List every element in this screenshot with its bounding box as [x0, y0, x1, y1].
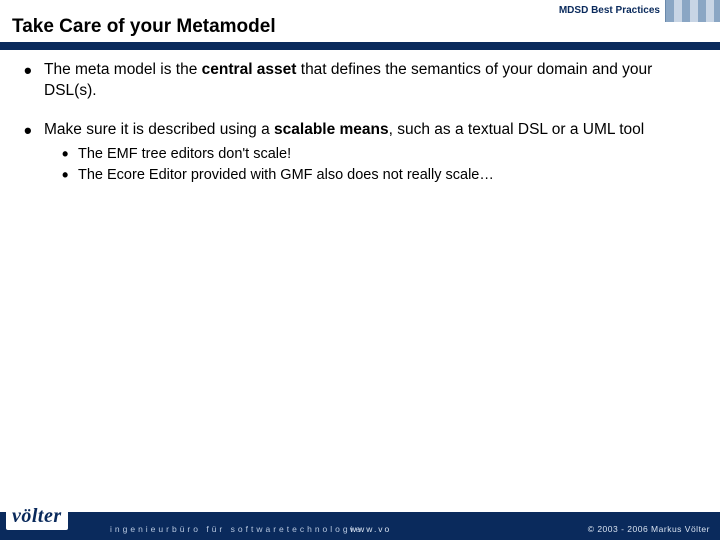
sub-bullet-text: The EMF tree editors don't scale! [78, 145, 690, 165]
footer-copyright: © 2003 - 2006 Markus Völter [588, 524, 710, 534]
bullet-text: The meta model is the central asset that… [44, 60, 690, 102]
logo-text: völter [12, 505, 62, 527]
bullet-text: Make sure it is described using a scalab… [44, 120, 690, 188]
bullet-dot-icon: • [62, 166, 78, 186]
bullet-dot-icon: • [24, 60, 44, 102]
bullet-item: • Make sure it is described using a scal… [24, 120, 690, 188]
sub-bullet-list: • The EMF tree editors don't scale! • Th… [44, 145, 690, 186]
slide-title: Take Care of your Metamodel [12, 16, 282, 38]
sub-bullet-text: The Ecore Editor provided with GMF also … [78, 166, 690, 186]
footer-tagline: ingenieurbüro für softwaretechnologie [110, 524, 363, 534]
slide-content: • The meta model is the central asset th… [24, 60, 690, 206]
bullet-dot-icon: • [62, 145, 78, 165]
bullet-dot-icon: • [24, 120, 44, 188]
header-label: MDSD Best Practices [559, 5, 660, 16]
sub-bullet-item: • The Ecore Editor provided with GMF als… [62, 166, 690, 186]
footer-bar: ingenieurbüro für softwaretechnologie ww… [0, 512, 720, 540]
logo: völter [6, 503, 68, 530]
sub-bullet-item: • The EMF tree editors don't scale! [62, 145, 690, 165]
bullet-item: • The meta model is the central asset th… [24, 60, 690, 102]
footer-url: www.vo [350, 524, 391, 534]
title-bar: Take Care of your Metamodel [0, 18, 720, 50]
